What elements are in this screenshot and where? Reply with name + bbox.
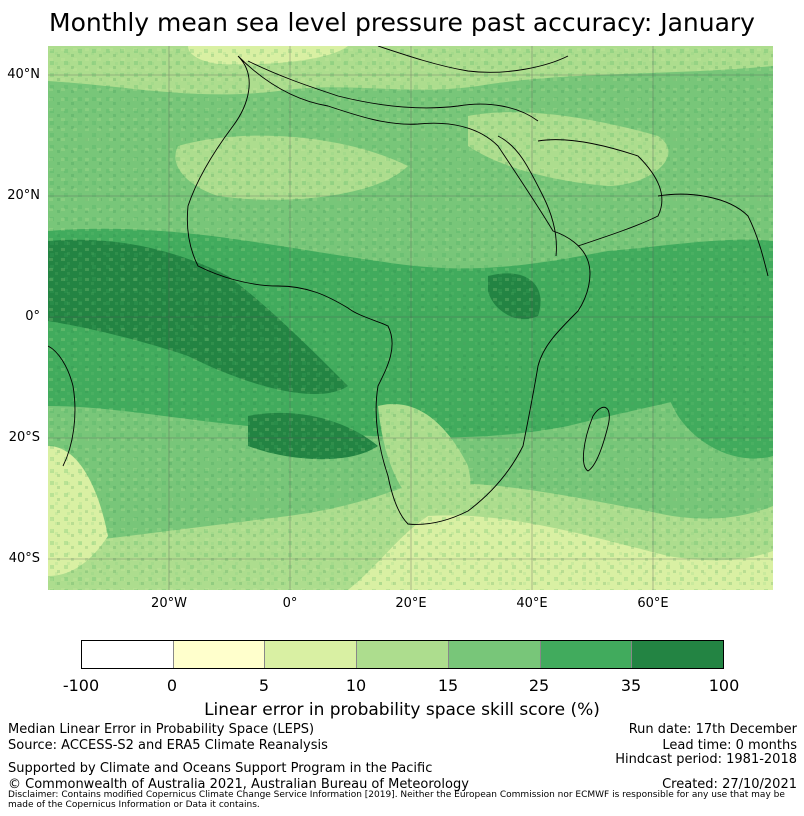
colorbar-tick: 100	[708, 676, 740, 695]
colorbar	[81, 640, 724, 669]
coast-samerica	[48, 345, 76, 467]
footer-hindcast: Hindcast period: 1981-2018	[615, 752, 797, 767]
colorbar-tick: 0	[166, 676, 178, 695]
footer-created: Created: 27/10/2021	[662, 777, 797, 792]
lat-label-20s: 20°S	[8, 430, 40, 445]
footer-source: Source: ACCESS-S2 and ERA5 Climate Reana…	[8, 738, 328, 753]
colorbar-segment	[540, 641, 633, 668]
lon-label-60e: 60°E	[637, 596, 669, 611]
colorbar-tick: 5	[258, 676, 270, 695]
colorbar-segment	[632, 641, 724, 668]
footer-disclaimer: Disclaimer: Contains modified Copernicus…	[8, 790, 785, 810]
lon-label-40e: 40°E	[516, 596, 548, 611]
lon-label-20w: 20°W	[151, 596, 187, 611]
lon-label-20e: 20°E	[395, 596, 427, 611]
map-coastlines	[48, 46, 769, 525]
colorbar-segment	[173, 641, 266, 668]
footer-lead-time: Lead time: 0 months	[662, 738, 797, 753]
coast-redsea	[497, 135, 557, 257]
lat-label-20n: 20°N	[7, 188, 40, 203]
map-title: Monthly mean sea level pressure past acc…	[49, 8, 755, 37]
colorbar-tick: 10	[345, 676, 367, 695]
coast-india	[657, 193, 769, 277]
colorbar-tick: 25	[528, 676, 550, 695]
colorbar-tick: 35	[620, 676, 642, 695]
lat-label-40s: 40°S	[8, 551, 40, 566]
coast-mediterranean	[247, 60, 539, 122]
colorbar-tick: -100	[62, 676, 100, 695]
footer-copyright: © Commonwealth of Australia 2021, Austra…	[8, 777, 469, 792]
footer-support: Supported by Climate and Oceans Support …	[8, 761, 433, 776]
colorbar-tick: 15	[437, 676, 459, 695]
footer-run-date: Run date: 17th December	[628, 722, 797, 737]
skill-texture-b	[48, 46, 773, 590]
coast-madagascar	[582, 406, 610, 472]
colorbar-segment	[448, 641, 541, 668]
lat-label-40n: 40°N	[7, 67, 40, 82]
colorbar-segment	[357, 641, 449, 668]
map-gridlines	[48, 46, 773, 590]
coast-arabia	[537, 139, 663, 247]
lon-label-0: 0°	[282, 596, 298, 611]
skill-map	[48, 46, 773, 590]
lat-label-0: 0°	[25, 309, 40, 324]
colorbar-label: Linear error in probability space skill …	[204, 700, 600, 720]
footer-method: Median Linear Error in Probability Space…	[8, 722, 315, 737]
colorbar-segment	[265, 641, 358, 668]
colorbar-segment	[82, 641, 174, 668]
coast-europe	[377, 46, 569, 73]
